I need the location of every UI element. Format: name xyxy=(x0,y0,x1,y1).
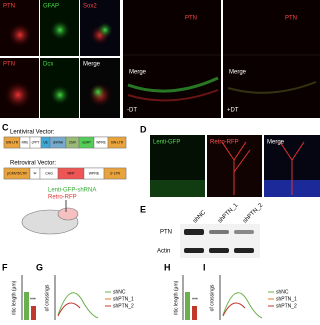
image-label: Merge xyxy=(229,70,247,76)
image-label: Retro-RFP xyxy=(210,140,239,146)
vector-element-label: CMV xyxy=(69,140,77,144)
significance: *** xyxy=(192,297,198,303)
panel-letter: I xyxy=(203,262,206,272)
panel-letter: F xyxy=(2,262,8,272)
vector-element-label: CAG xyxy=(45,171,53,175)
vector-element-label: Ψ xyxy=(34,171,37,175)
lane-label: shPTN_2 xyxy=(242,202,264,224)
vector-element-label: SIN-LTR xyxy=(6,140,19,144)
vector-element-label: RFP xyxy=(68,171,76,175)
vector-element xyxy=(107,136,127,149)
panel-letter: H xyxy=(164,262,171,272)
vector-element-label: RRE xyxy=(22,140,29,144)
condition-label: -DT xyxy=(127,108,137,114)
image-label: Lenti-GFP xyxy=(153,140,180,146)
vector-element xyxy=(103,167,127,180)
panel-letter: E xyxy=(140,204,146,214)
legend-label: shNC xyxy=(276,289,289,295)
condition-label: +DT xyxy=(227,108,239,114)
axis-label: of crossings xyxy=(209,284,215,311)
legend-label: shPTN_2 xyxy=(113,303,134,309)
image-label: PTN xyxy=(3,62,15,68)
significance: *** xyxy=(30,297,36,303)
western-blot xyxy=(180,224,260,258)
axis-label: ritic length (μm) xyxy=(173,280,179,315)
injection-label: Lenti-GFP-shRNA xyxy=(48,188,96,194)
band-label: Actin xyxy=(157,249,170,255)
panel-letter: C xyxy=(2,122,9,132)
image-label: PTN xyxy=(185,16,197,22)
vector-element-label: shRNA xyxy=(53,140,64,144)
band-label: PTN xyxy=(160,230,172,236)
vector-diagram xyxy=(3,136,127,235)
lane-label: shPTN_1 xyxy=(217,202,239,224)
vector-title: Retroviral Vector: xyxy=(10,161,56,167)
legend-label: shPTN_1 xyxy=(113,296,134,302)
panel-d xyxy=(150,135,320,197)
image-label: Merge xyxy=(129,70,147,76)
panel-a xyxy=(0,0,120,118)
image-label: PTN xyxy=(3,4,15,10)
lane-label: shNC xyxy=(192,209,207,224)
vector-element-label: U6 xyxy=(43,140,47,144)
image-label: Merge xyxy=(83,62,101,68)
axis-label: of crossings xyxy=(44,284,50,311)
axis-label: ritic length (μm) xyxy=(11,280,17,315)
vector-element-label: WPRE xyxy=(89,171,100,175)
vector-element-label: cPPT xyxy=(32,140,40,144)
panel-b xyxy=(123,0,320,118)
image-label: GFAP xyxy=(43,4,59,10)
image-label: PTN xyxy=(285,16,297,22)
vector-element-label: eGFP xyxy=(82,140,90,144)
vector-element-label: WPRE xyxy=(96,140,106,144)
panel-letter: D xyxy=(140,124,147,134)
legend-label: shNC xyxy=(113,289,126,295)
vector-element-label: pCMV/5'LTR xyxy=(7,171,27,175)
image-label: Sox2 xyxy=(83,4,97,10)
vector-title: Lentiviral Vector: xyxy=(10,130,55,136)
panel-letter: G xyxy=(36,262,43,272)
image-label: Dcx xyxy=(43,62,53,68)
vector-element-label: 3'-LTR xyxy=(110,171,121,175)
image-label: Merge xyxy=(267,140,285,146)
vector-element-label: SIN-LTR xyxy=(111,140,124,144)
injection-label: Retro-RFP xyxy=(48,195,77,201)
legend-label: shPTN_2 xyxy=(276,303,297,309)
charts xyxy=(21,275,263,320)
legend-label: shPTN_1 xyxy=(276,296,297,302)
